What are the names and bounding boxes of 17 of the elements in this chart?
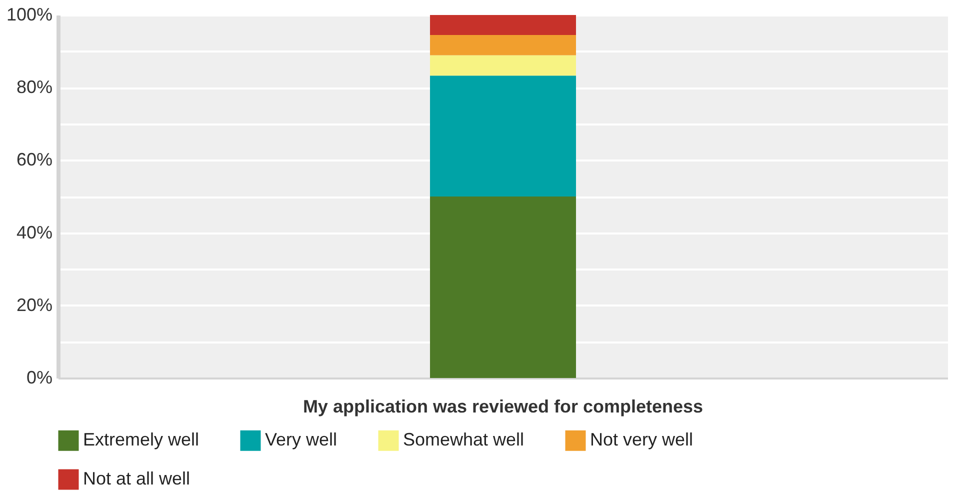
y-tick-label: 20%	[16, 294, 52, 315]
bar	[430, 34, 576, 56]
bar	[430, 15, 576, 35]
legend-label: Not at all well	[83, 468, 190, 488]
legend-label: Somewhat well	[403, 430, 524, 450]
y-tick-label: 80%	[16, 77, 52, 98]
y-tick-label: 100%	[6, 4, 52, 24]
bar	[430, 55, 576, 76]
legend-label: Not very well	[590, 430, 694, 450]
y-tick-label: 40%	[16, 222, 52, 242]
y-tick-label: 0%	[26, 368, 52, 388]
legend-label: Very well	[265, 430, 338, 450]
legend-label: Extremely well	[83, 430, 200, 450]
bar	[430, 76, 576, 196]
y-tick-label: 60%	[16, 150, 52, 170]
bar	[430, 196, 576, 378]
x-tick-label: My application was reviewed for completeness	[302, 396, 704, 416]
